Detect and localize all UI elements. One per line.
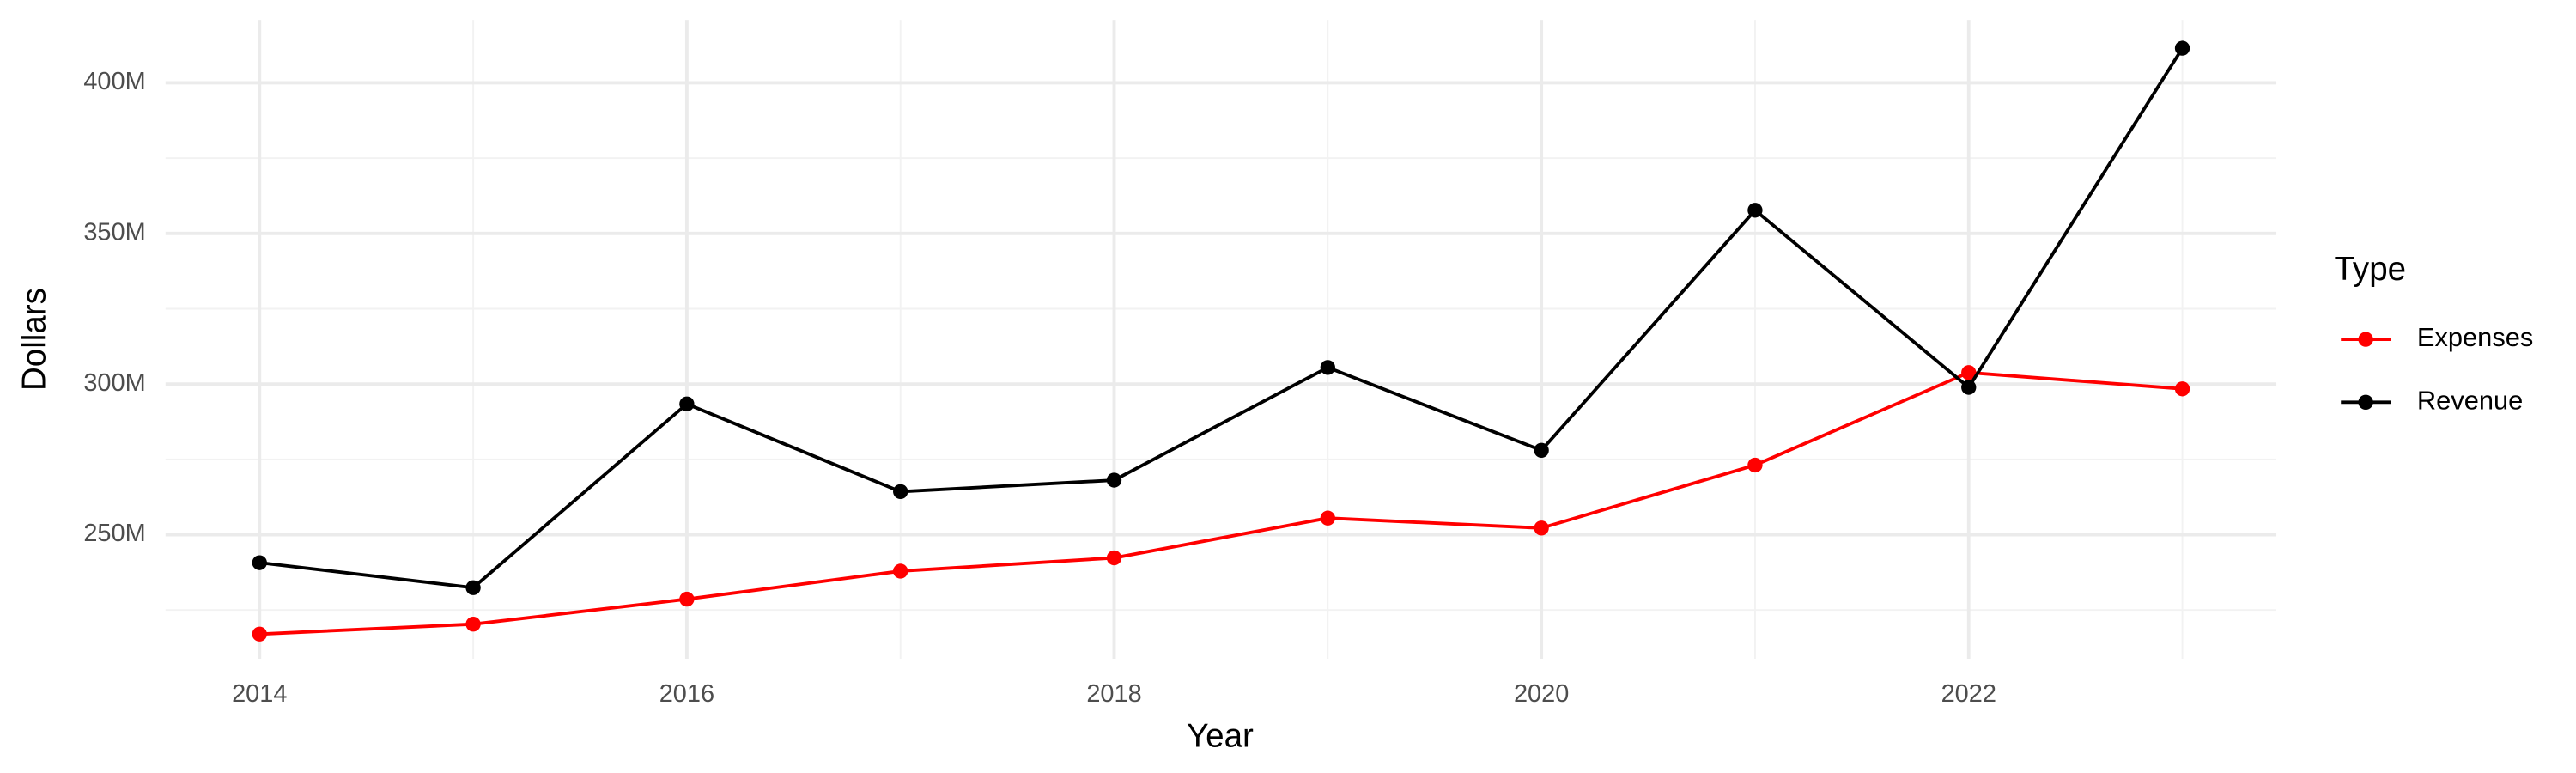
data-point — [1534, 520, 1549, 536]
data-point — [1320, 360, 1335, 375]
data-point — [1961, 380, 1977, 395]
x-tick-label: 2020 — [1514, 680, 1569, 708]
data-point — [252, 555, 267, 570]
y-tick-label: 350M — [83, 218, 145, 246]
x-tick-label: 2018 — [1086, 680, 1141, 708]
series-line — [259, 47, 2184, 590]
data-point — [679, 396, 695, 411]
data-point — [893, 484, 908, 500]
x-tick-label: 2022 — [1941, 680, 1996, 708]
data-point — [465, 617, 481, 632]
data-point — [252, 626, 267, 642]
series-line — [259, 370, 2183, 636]
data-point — [465, 580, 481, 595]
data-point — [1747, 457, 1763, 473]
data-point — [1106, 550, 1122, 566]
y-axis-title: Dollars — [16, 288, 53, 391]
legend-swatch — [2358, 394, 2373, 410]
legend-label: Revenue — [2417, 385, 2523, 415]
legend-swatch — [2358, 332, 2373, 347]
legend-label: Expenses — [2417, 322, 2533, 352]
x-axis-title: Year — [1187, 718, 1254, 755]
legend-title: Type — [2335, 251, 2407, 288]
data-point — [1961, 365, 1977, 380]
data-point — [2174, 381, 2190, 397]
data-point — [1106, 472, 1122, 488]
data-point — [679, 591, 695, 607]
data-point — [1747, 203, 1763, 218]
data-point — [2174, 40, 2190, 56]
data-point — [1534, 442, 1549, 458]
x-tick-label: 2016 — [659, 680, 714, 708]
data-point — [1320, 510, 1335, 526]
y-tick-label: 400M — [83, 68, 145, 95]
y-tick-label: 250M — [83, 520, 145, 547]
x-tick-label: 2014 — [232, 680, 287, 708]
y-tick-label: 300M — [83, 369, 145, 397]
data-point — [893, 563, 908, 579]
